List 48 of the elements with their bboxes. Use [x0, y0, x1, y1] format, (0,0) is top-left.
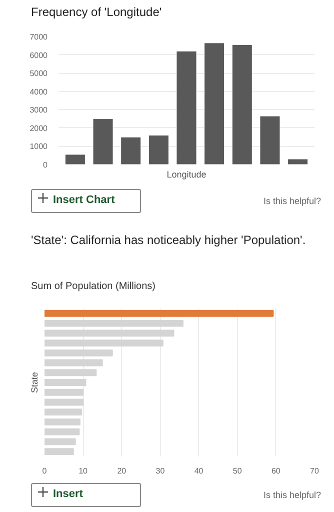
x-tick-label: 20	[117, 466, 127, 476]
bar	[44, 369, 97, 376]
y-tick-label: 3000	[30, 106, 48, 115]
bar	[44, 379, 86, 386]
x-tick-label: 40	[194, 466, 204, 476]
bar	[92, 118, 114, 164]
bar	[176, 50, 197, 164]
y-tick-label: 1000	[30, 142, 48, 152]
text: Insert Chart	[52, 193, 115, 208]
bar	[120, 136, 142, 164]
bar	[44, 418, 80, 426]
bar	[44, 330, 174, 337]
chart-title: 'State': California has noticeably higher 'Population'.	[31, 233, 306, 248]
x-tick-label: 70	[310, 466, 320, 476]
bar	[204, 42, 225, 164]
bar	[44, 408, 82, 416]
bar	[232, 44, 252, 164]
bar	[44, 388, 84, 396]
bar	[44, 428, 80, 436]
bar	[44, 340, 164, 346]
bar	[260, 116, 280, 164]
y-tick-label: 5000	[30, 69, 48, 78]
bar	[44, 448, 74, 456]
y-tick-label: 4000	[30, 87, 48, 96]
x-tick-label: 60	[271, 466, 281, 476]
bar	[44, 310, 274, 317]
bar	[148, 134, 169, 164]
bar	[44, 320, 184, 327]
y-tick-label: 6000	[30, 50, 48, 60]
chart-title: Frequency of 'Longitude'	[31, 5, 162, 20]
text: Is this helpful?	[263, 196, 321, 208]
bar	[44, 438, 76, 446]
text: Is this helpful?	[263, 490, 321, 502]
x-tick-label: 30	[156, 466, 166, 476]
bar	[44, 349, 113, 356]
bar	[64, 154, 86, 164]
bar	[288, 158, 308, 164]
x-axis-title: Longitude	[166, 170, 206, 180]
y-tick-label: 7000	[30, 32, 48, 42]
bar	[44, 398, 84, 406]
bar	[44, 359, 103, 366]
text: Insert	[52, 487, 83, 502]
y-tick-label: 2000	[30, 124, 48, 133]
y-tick-label: 0	[43, 160, 48, 170]
chart-subtitle: Sum of Population (Millions)	[31, 281, 156, 294]
y-axis-title: State	[30, 372, 40, 394]
x-tick-label: 50	[232, 466, 242, 476]
x-tick-label: 10	[78, 466, 88, 476]
